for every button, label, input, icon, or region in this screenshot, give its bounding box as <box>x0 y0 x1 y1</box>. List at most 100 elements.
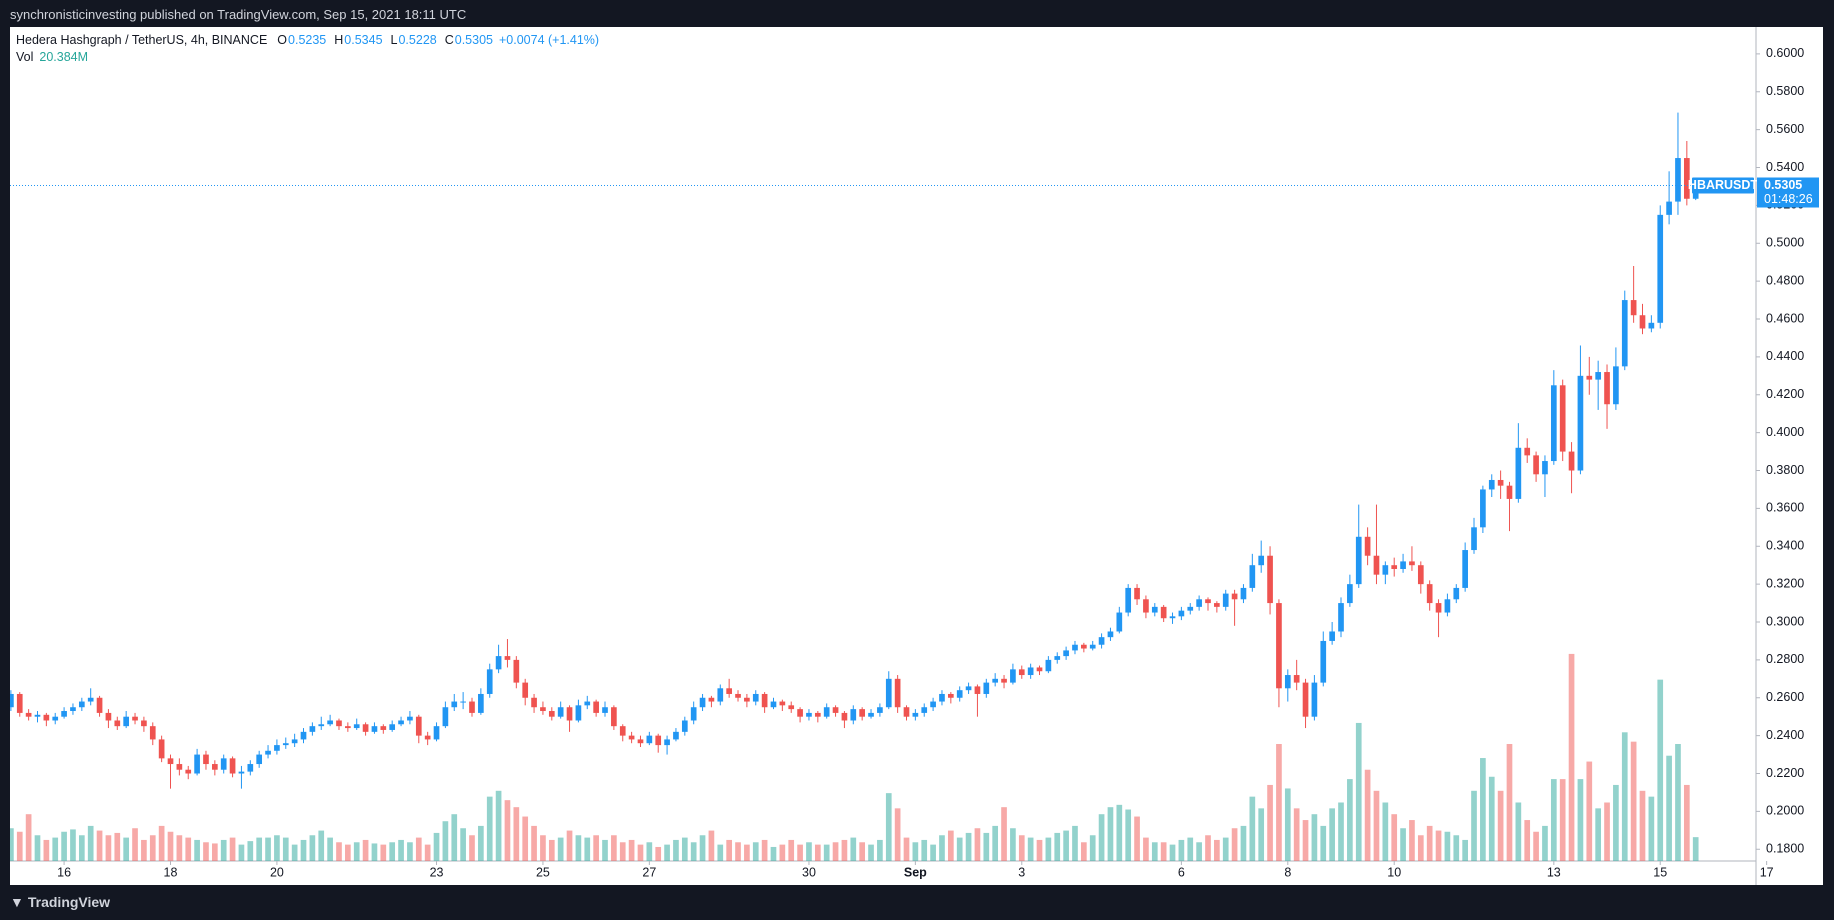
volume-bar <box>96 830 103 861</box>
candle-body <box>141 720 147 727</box>
volume-bar <box>469 835 475 861</box>
candle-body <box>78 701 85 708</box>
volume-bar <box>203 842 209 861</box>
volume-bar <box>699 835 706 861</box>
candle-body <box>398 720 404 725</box>
candle-body <box>1435 603 1442 613</box>
candle-body <box>1488 479 1495 490</box>
volume-bar <box>1692 837 1699 861</box>
candle-body <box>1391 565 1398 569</box>
candle-body <box>1409 561 1415 566</box>
candle-body <box>619 726 626 736</box>
candle-body <box>1338 603 1344 632</box>
volume-bar <box>1533 831 1539 861</box>
volume-bar <box>877 839 883 861</box>
volume-bar <box>690 842 697 861</box>
candle-body <box>1497 479 1504 486</box>
candle-body <box>1178 610 1185 617</box>
candle-body <box>1506 485 1513 499</box>
volume-bar <box>229 837 236 861</box>
candle-body <box>1515 447 1522 499</box>
candle-body <box>424 735 431 740</box>
candle-body <box>1444 599 1451 613</box>
y-tick-label: 0.3800 <box>1766 463 1804 477</box>
volume-bar <box>1648 796 1655 861</box>
legend-key: L <box>391 33 398 47</box>
candle-body <box>309 726 316 732</box>
volume-bar <box>540 835 546 861</box>
volume-bar <box>947 830 954 861</box>
candle-body <box>1426 584 1433 604</box>
x-tick-label: 15 <box>1653 865 1667 879</box>
volume-bar <box>1577 779 1584 861</box>
candle-body <box>291 739 298 744</box>
volume-bar <box>850 837 857 861</box>
candle-body <box>1373 555 1380 575</box>
candle-body <box>611 707 617 727</box>
volume-bar <box>1001 807 1007 861</box>
candle-body <box>212 764 218 770</box>
legend-value: 0.5305 <box>455 33 493 47</box>
candle-body <box>593 701 599 713</box>
volume-bar <box>1630 741 1637 861</box>
volume-bar <box>717 844 724 861</box>
volume-bar <box>1072 825 1078 861</box>
volume-bar <box>433 832 440 861</box>
volume-bar <box>1107 807 1114 861</box>
candle-body <box>1400 561 1406 569</box>
volume-bar <box>1231 828 1238 861</box>
volume-bar <box>309 835 316 861</box>
candle-body <box>1347 584 1353 604</box>
y-tick-label: 0.2400 <box>1766 728 1804 742</box>
candle-body <box>265 750 271 755</box>
y-tick-label: 0.4400 <box>1766 349 1804 363</box>
candle-body <box>1036 667 1043 672</box>
published-line: synchronisticinvesting published on Trad… <box>10 7 467 22</box>
candle-body <box>96 697 103 713</box>
candle-body <box>921 707 928 713</box>
x-tick-label: 20 <box>270 865 284 879</box>
volume-bar <box>194 839 200 861</box>
volume-bar <box>681 837 688 861</box>
y-tick-label: 0.5400 <box>1766 160 1804 174</box>
volume-bar <box>1373 790 1380 861</box>
candle-body <box>442 707 449 727</box>
volume-bar <box>10 828 14 861</box>
volume-bar <box>87 825 94 861</box>
candle-body <box>61 711 67 717</box>
volume-bar <box>566 830 573 861</box>
volume-bar <box>797 844 803 861</box>
candle-body <box>1151 606 1158 613</box>
candle-body <box>1027 667 1034 676</box>
legend-volume: Vol 20.384M <box>16 50 88 64</box>
volume-bar <box>1559 779 1566 861</box>
y-tick-label: 0.3000 <box>1766 614 1804 628</box>
y-tick-label: 0.2600 <box>1766 690 1804 704</box>
candle-body <box>1284 675 1291 689</box>
candle-body <box>628 735 635 740</box>
volume-bar <box>460 828 466 861</box>
candle-body <box>486 669 493 694</box>
candle-body <box>176 764 183 770</box>
price-tag-countdown: 01:48:26 <box>1764 192 1813 206</box>
candle-body <box>1116 612 1123 632</box>
volume-bar <box>1347 779 1353 861</box>
candle-body <box>1364 536 1371 556</box>
candle-body <box>203 754 209 765</box>
legend-key: C <box>445 33 454 47</box>
volume-bar <box>1196 842 1202 861</box>
volume-bar <box>220 839 227 861</box>
candle-body <box>247 764 254 772</box>
volume-bar <box>619 842 626 861</box>
candle-body <box>1222 593 1229 607</box>
volume-bar <box>1151 842 1158 861</box>
volume-bar <box>1187 837 1194 861</box>
candle-body <box>123 716 130 727</box>
candle-body <box>185 769 192 774</box>
volume-bar <box>557 837 564 861</box>
volume-bar <box>841 839 848 861</box>
candle-body <box>779 701 786 706</box>
volume-bar <box>25 814 32 861</box>
candle-body <box>655 735 662 746</box>
candle-body <box>1355 536 1362 585</box>
